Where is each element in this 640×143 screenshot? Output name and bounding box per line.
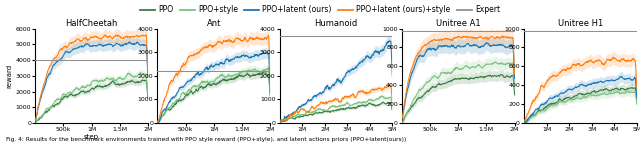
Title: Unitree H1: Unitree H1 [558, 19, 603, 28]
Text: Fig. 4: Results for the benchmark environments trained with PPO style reward (PP: Fig. 4: Results for the benchmark enviro… [6, 137, 407, 142]
Y-axis label: reward: reward [6, 64, 13, 88]
Title: HalfCheetah: HalfCheetah [65, 19, 118, 28]
Title: Humanoid: Humanoid [314, 19, 358, 28]
Legend: PPO, PPO+style, PPO+latent (ours), PPO+latent (ours)+style, Expert: PPO, PPO+style, PPO+latent (ours), PPO+l… [137, 2, 503, 17]
Title: Ant: Ant [207, 19, 221, 28]
X-axis label: step: step [84, 134, 99, 140]
Title: Unitree A1: Unitree A1 [436, 19, 481, 28]
